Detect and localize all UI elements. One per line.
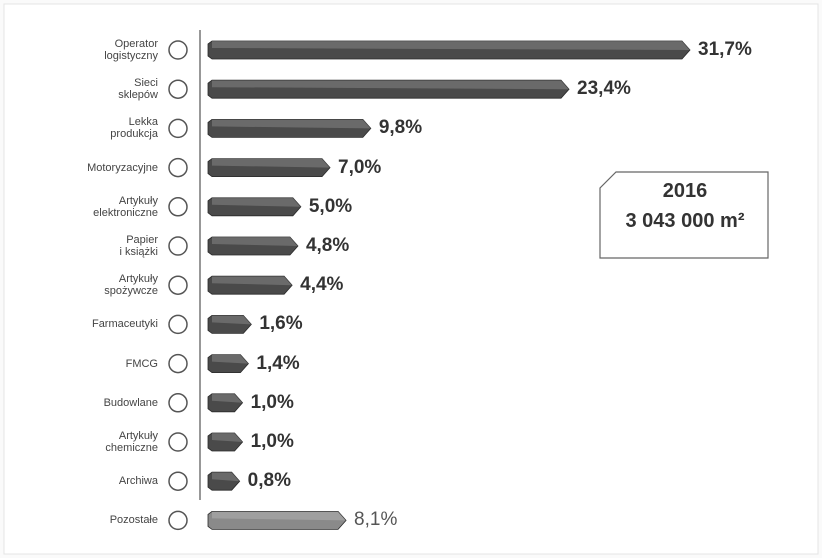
- bar-highlight: [212, 158, 331, 168]
- bar: [207, 393, 244, 413]
- bar: [207, 236, 299, 256]
- value-label: 9,8%: [378, 117, 423, 139]
- category-icon: [168, 79, 188, 99]
- bar-highlight: [212, 80, 570, 90]
- annotation-box: [599, 171, 769, 259]
- bar: [207, 471, 241, 491]
- value-label: 0,8%: [247, 470, 291, 492]
- category-icon: [168, 236, 188, 256]
- bar-highlight: [212, 237, 298, 246]
- category-label: FMCG: [125, 357, 158, 370]
- category-icon: [168, 471, 188, 491]
- value-label: 7,0%: [338, 156, 382, 178]
- value-label: 1,0%: [250, 431, 294, 452]
- category-label: Lekka produkcja: [110, 116, 158, 141]
- category-icon: [168, 432, 188, 452]
- bar-highlight: [212, 41, 690, 50]
- value-label: 1,0%: [250, 391, 294, 413]
- category-label: Pozostałe: [109, 514, 158, 527]
- bar-highlight: [212, 119, 371, 129]
- category-label: Operator logistyczny: [104, 38, 158, 62]
- category-label: Artykuły elektroniczne: [93, 194, 158, 219]
- value-label: 31,7%: [698, 39, 752, 60]
- category-label: Artykuły spożywcze: [104, 273, 158, 298]
- value-label: 8,1%: [354, 509, 398, 531]
- category-icon: [168, 40, 188, 60]
- category-icon: [168, 393, 188, 413]
- bar-highlight: [212, 433, 243, 442]
- category-icon: [168, 197, 188, 217]
- category-label: Papier i książki: [119, 234, 158, 258]
- category-label: Farmaceutyki: [91, 318, 158, 331]
- category-icon: [168, 275, 188, 295]
- bar: [207, 275, 293, 295]
- bar: [207, 40, 691, 60]
- bar-highlight: [212, 354, 249, 364]
- category-label: Sieci sklepów: [118, 77, 158, 102]
- bar: [207, 197, 302, 217]
- bar: [207, 510, 347, 530]
- bar: [207, 158, 331, 178]
- bar: [207, 314, 252, 334]
- bar-highlight: [212, 197, 301, 207]
- value-label: 23,4%: [577, 78, 631, 100]
- category-icon: [168, 314, 188, 335]
- bar-highlight: [212, 393, 243, 403]
- value-label: 4,4%: [300, 274, 344, 296]
- annotation-year: 2016: [662, 180, 708, 202]
- category-icon: [168, 157, 188, 178]
- bar: [207, 119, 372, 138]
- value-label: 1,4%: [256, 352, 300, 374]
- value-label: 4,8%: [305, 235, 350, 256]
- value-label: 5,0%: [308, 195, 353, 217]
- bar-highlight: [212, 315, 252, 325]
- annotation-total: 3 043 000 m²: [625, 210, 745, 232]
- bar: [207, 432, 244, 452]
- bar-highlight: [212, 276, 293, 286]
- category-icon: [168, 510, 188, 531]
- bar-highlight: [212, 472, 240, 482]
- category-icon: [168, 118, 188, 139]
- value-label: 1,6%: [259, 313, 303, 335]
- bar: [207, 79, 570, 99]
- category-label: Archiwa: [118, 475, 158, 488]
- category-icon: [168, 353, 188, 374]
- bar-highlight: [212, 511, 347, 521]
- bar: [207, 354, 249, 374]
- category-label: Budowlane: [103, 396, 158, 409]
- category-label: Motoryzacyjne: [87, 161, 158, 174]
- category-label: Artykuły chemiczne: [105, 430, 158, 454]
